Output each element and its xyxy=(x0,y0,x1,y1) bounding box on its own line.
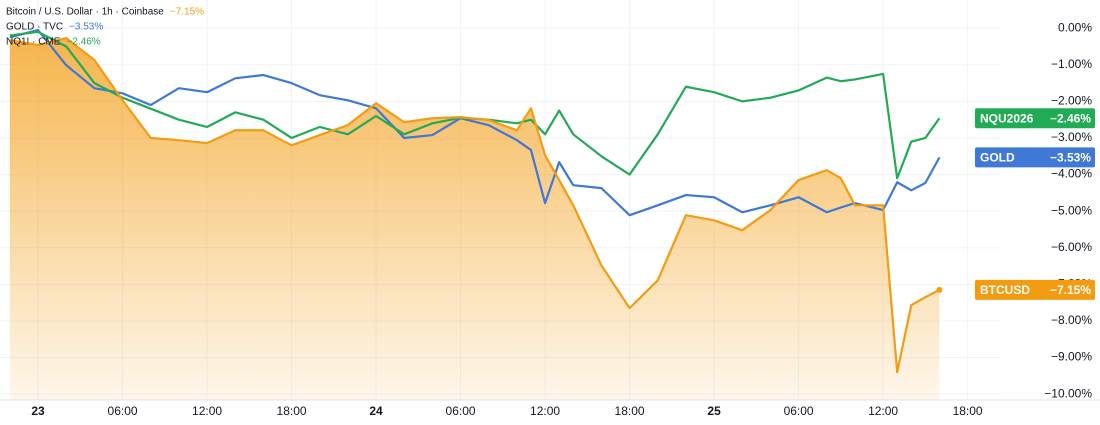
price-badge xyxy=(975,147,1095,168)
x-tick-label: 12:00 xyxy=(192,404,222,418)
legend-value: −7.15% xyxy=(170,7,204,18)
x-tick-label: 23 xyxy=(31,404,45,418)
y-tick-label: −10.00% xyxy=(1044,386,1092,400)
x-tick-label: 06:00 xyxy=(108,404,138,418)
legend-value: −2.46% xyxy=(66,37,100,48)
y-tick-label: −9.00% xyxy=(1051,350,1092,364)
y-tick-label: −6.00% xyxy=(1051,240,1092,254)
x-tick-label: 18:00 xyxy=(615,404,645,418)
badge-value: −2.46% xyxy=(1050,111,1091,125)
badge-symbol: GOLD xyxy=(980,151,1015,165)
x-tick-label: 24 xyxy=(369,404,383,418)
y-tick-label: −8.00% xyxy=(1051,313,1092,327)
x-tick-label: 18:00 xyxy=(277,404,307,418)
price-badge xyxy=(975,108,1095,129)
y-tick-label: −1.00% xyxy=(1051,57,1092,71)
badge-symbol: BTCUSD xyxy=(980,283,1030,297)
badge-symbol: NQU2026 xyxy=(980,111,1034,125)
y-tick-label: −5.00% xyxy=(1051,203,1092,217)
y-tick-label: 0.00% xyxy=(1058,20,1092,34)
badge-value: −3.53% xyxy=(1050,151,1091,165)
y-tick-label: −4.00% xyxy=(1051,167,1092,181)
price-badge xyxy=(975,279,1095,300)
legend-name: NQ1! · CME xyxy=(6,37,61,48)
legend-name: GOLD · TVC xyxy=(6,22,63,33)
x-tick-label: 06:00 xyxy=(446,404,476,418)
line xyxy=(9,30,941,180)
y-tick-label: −2.00% xyxy=(1051,94,1092,108)
x-tick-label: 25 xyxy=(707,404,721,418)
badge-value: −7.15% xyxy=(1050,283,1091,297)
x-tick-label: 18:00 xyxy=(953,404,983,418)
x-tick-label: 12:00 xyxy=(868,404,898,418)
legend-name: Bitcoin / U.S. Dollar · 1h · Coinbase xyxy=(6,7,164,18)
line xyxy=(9,28,941,217)
area xyxy=(9,38,940,400)
line xyxy=(9,36,940,374)
y-tick-label: −3.00% xyxy=(1051,130,1092,144)
x-tick-label: 12:00 xyxy=(530,404,560,418)
legend-value: −3.53% xyxy=(69,22,103,33)
last-point xyxy=(936,286,943,293)
x-tick-label: 06:00 xyxy=(784,404,814,418)
